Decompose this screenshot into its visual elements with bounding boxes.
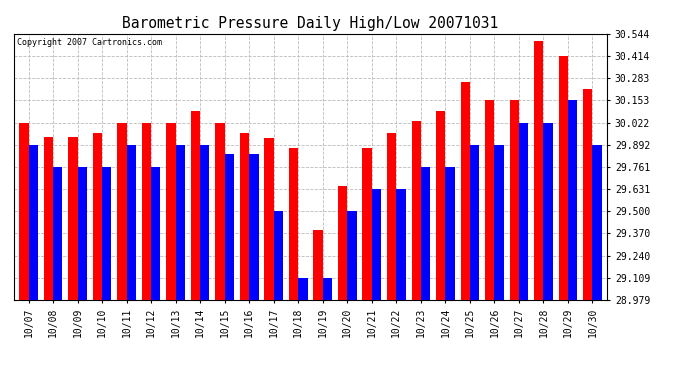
- Bar: [485, 100, 495, 300]
- Bar: [298, 278, 308, 300]
- Bar: [338, 186, 347, 300]
- Bar: [421, 167, 430, 300]
- Bar: [347, 211, 357, 300]
- Bar: [559, 56, 568, 300]
- Bar: [200, 145, 210, 300]
- Bar: [372, 189, 381, 300]
- Bar: [445, 167, 455, 300]
- Bar: [534, 41, 544, 300]
- Bar: [411, 121, 421, 300]
- Bar: [142, 123, 151, 300]
- Bar: [274, 211, 283, 300]
- Bar: [92, 133, 102, 300]
- Bar: [151, 167, 161, 300]
- Bar: [470, 145, 479, 300]
- Bar: [77, 167, 87, 300]
- Bar: [117, 123, 126, 300]
- Bar: [176, 145, 185, 300]
- Bar: [544, 123, 553, 300]
- Bar: [362, 148, 372, 300]
- Bar: [323, 278, 332, 300]
- Bar: [436, 111, 445, 300]
- Bar: [53, 167, 62, 300]
- Bar: [43, 136, 53, 300]
- Bar: [510, 100, 519, 300]
- Bar: [264, 138, 274, 300]
- Bar: [191, 111, 200, 300]
- Title: Barometric Pressure Daily High/Low 20071031: Barometric Pressure Daily High/Low 20071…: [122, 16, 499, 31]
- Bar: [249, 153, 259, 300]
- Bar: [102, 167, 111, 300]
- Bar: [28, 145, 38, 300]
- Bar: [568, 100, 578, 300]
- Bar: [396, 189, 406, 300]
- Bar: [387, 133, 396, 300]
- Bar: [126, 145, 136, 300]
- Bar: [68, 136, 77, 300]
- Bar: [166, 123, 176, 300]
- Bar: [495, 145, 504, 300]
- Bar: [313, 230, 323, 300]
- Bar: [215, 123, 225, 300]
- Bar: [225, 153, 234, 300]
- Bar: [240, 133, 249, 300]
- Bar: [519, 123, 529, 300]
- Bar: [289, 148, 298, 300]
- Bar: [583, 89, 593, 300]
- Bar: [460, 82, 470, 300]
- Bar: [593, 145, 602, 300]
- Text: Copyright 2007 Cartronics.com: Copyright 2007 Cartronics.com: [17, 38, 161, 47]
- Bar: [19, 123, 28, 300]
